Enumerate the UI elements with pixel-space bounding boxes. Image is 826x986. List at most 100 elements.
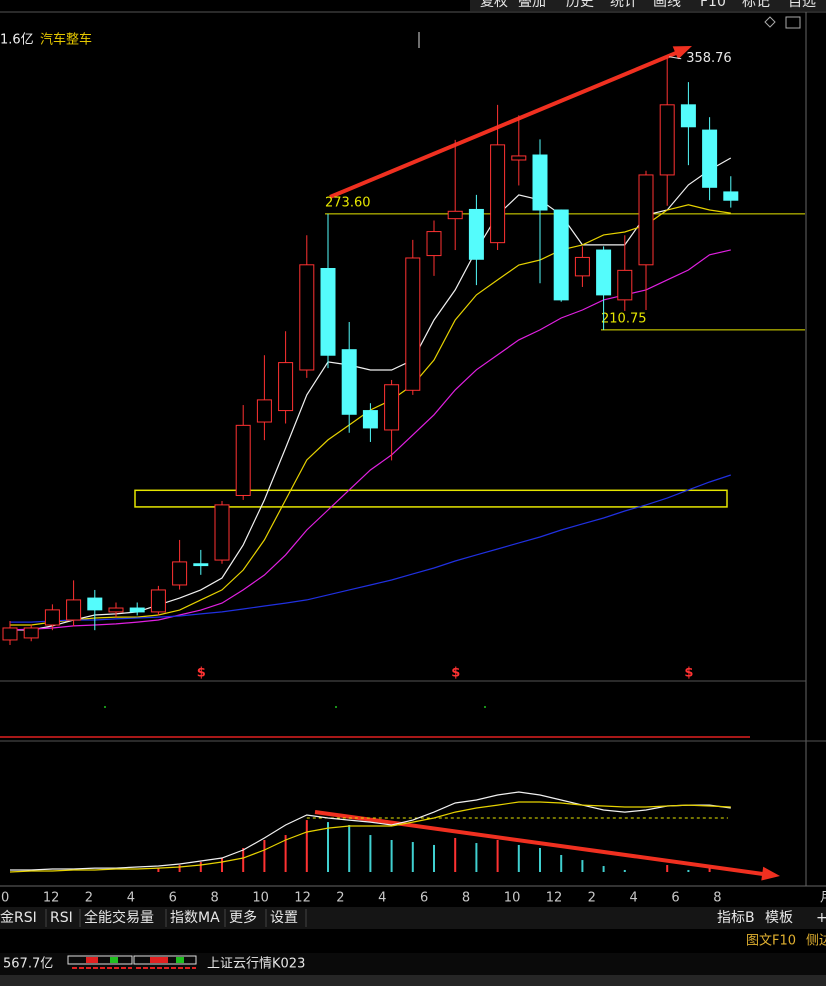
volume-dot [104, 706, 106, 708]
candle-body [702, 129, 718, 188]
x-tick-label: 0 [1, 891, 9, 906]
toolbar-button[interactable]: 复权 [480, 0, 508, 10]
status-strip [0, 975, 826, 986]
candle-body [44, 609, 60, 626]
indicator-line [10, 791, 731, 871]
candle-body [214, 504, 230, 561]
icon[interactable] [764, 16, 776, 28]
tab[interactable]: 更多 [229, 909, 257, 926]
candle-body [405, 257, 421, 391]
candle-body [320, 267, 336, 356]
candle-body [638, 174, 654, 266]
tab[interactable]: 指标B [717, 910, 755, 926]
candle-body [384, 384, 400, 431]
tab[interactable]: 模板 [765, 910, 793, 926]
candle-body [659, 104, 675, 176]
arrow-head [761, 866, 780, 881]
peak-marker [669, 56, 682, 60]
x-tick-label: 4 [630, 891, 638, 906]
breadth-indicator [67, 955, 197, 969]
candle-body [66, 599, 82, 621]
candle-body [172, 561, 188, 586]
moving-average [10, 474, 731, 623]
toolbar-button[interactable]: 统计 [610, 0, 638, 10]
x-tick-label: 6 [169, 891, 177, 906]
turnover: 567.7亿 [3, 957, 53, 972]
moving-average [9, 249, 731, 631]
x-axis-end: 月 [820, 891, 826, 906]
tab[interactable]: RSI [50, 910, 73, 926]
x-tick-label: 2 [336, 891, 344, 906]
x-tick-label: 10 [252, 891, 269, 906]
candle-body [574, 256, 590, 277]
toolbar-button[interactable]: 画线 [653, 0, 681, 10]
tab[interactable]: + [816, 910, 826, 926]
candle-body [468, 208, 484, 260]
candle-body [553, 209, 569, 301]
tab-bar [0, 907, 826, 929]
toolbar-button[interactable]: 叠加 [518, 0, 546, 10]
candle-body [362, 410, 378, 429]
candle-body [278, 362, 294, 412]
moving-average [10, 157, 732, 631]
toolbar-button[interactable]: 自选 [788, 0, 816, 10]
tab[interactable]: 金RSI [0, 910, 37, 926]
trend-arrow [329, 51, 677, 199]
x-tick-label: 6 [671, 891, 679, 906]
candle-body [193, 563, 209, 567]
candle-body [87, 597, 103, 611]
x-tick-label: 12 [294, 891, 311, 906]
candle-body [108, 607, 124, 613]
x-tick-label: 2 [85, 891, 93, 906]
candle-body [532, 154, 548, 211]
candle-body [680, 104, 696, 128]
level-label: 210.75 [601, 311, 647, 326]
candle-body [235, 424, 251, 496]
x-tick-label: 12 [43, 891, 60, 906]
toolbar-button[interactable]: 历史 [566, 0, 594, 10]
candle-body [596, 249, 612, 296]
zone-box [134, 489, 728, 508]
x-tick-label: 8 [462, 891, 470, 906]
toolbar-button[interactable]: F10 [700, 0, 726, 10]
x-tick-label: 6 [420, 891, 428, 906]
signal: $ [684, 666, 693, 681]
top-toolbar [470, 0, 826, 11]
x-tick-label: 4 [378, 891, 386, 906]
x-tick-label: 4 [127, 891, 135, 906]
link[interactable]: 侧边 [806, 934, 826, 949]
tab[interactable]: 指数MA [170, 910, 220, 926]
icon[interactable] [785, 16, 801, 29]
candle-body [341, 349, 357, 415]
x-tick-label: 8 [211, 891, 219, 906]
candle-body [617, 269, 633, 301]
signal: $ [197, 666, 206, 681]
candle-body [426, 231, 442, 257]
volume-dot [335, 706, 337, 708]
peak-label: 358.76 [686, 51, 732, 66]
candle-body [299, 264, 315, 371]
candle-body [2, 627, 18, 641]
candle-body [490, 144, 506, 244]
tab[interactable]: 设置 [270, 910, 298, 926]
amount: 1.6亿 [0, 33, 34, 48]
link[interactable]: 图文F10 [746, 934, 796, 949]
trend-arrow [314, 810, 764, 876]
tab[interactable]: 全能交易量 [84, 909, 154, 926]
candle-body [23, 627, 39, 639]
indicator-line [9, 801, 731, 873]
candle-body [129, 607, 145, 613]
status-bar [0, 953, 826, 975]
x-tick-label: 10 [504, 891, 521, 906]
candle-body [447, 210, 463, 220]
candle-body [256, 399, 272, 423]
level-label: 273.60 [325, 195, 371, 210]
toolbar-button[interactable]: 标记 [742, 0, 770, 10]
arrow-head [672, 46, 692, 60]
candle-body [150, 589, 166, 613]
volume-dot [484, 706, 486, 708]
candle-body [511, 155, 527, 161]
candle-body [723, 191, 739, 201]
x-tick-label: 12 [546, 891, 563, 906]
